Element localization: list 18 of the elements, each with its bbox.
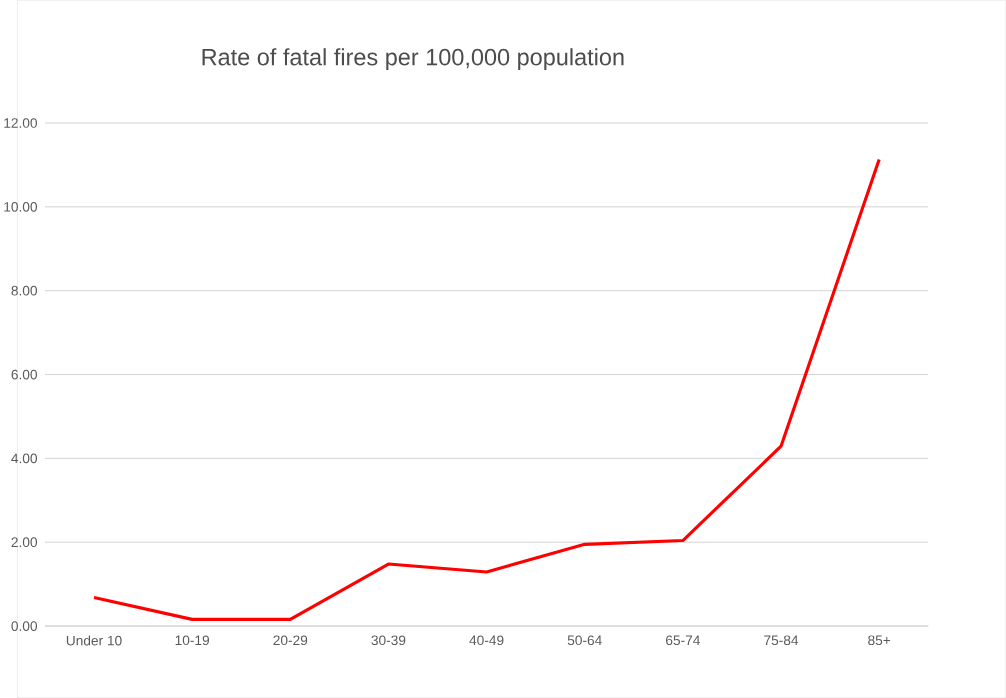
y-tick-label: 6.00 xyxy=(11,369,38,380)
y-tick-label: 2.00 xyxy=(11,537,38,548)
x-tick-label: 10-19 xyxy=(175,635,210,646)
x-tick-label: 75-84 xyxy=(764,635,799,646)
x-tick-label: 20-29 xyxy=(273,635,308,646)
x-tick-label: 85+ xyxy=(868,635,891,646)
y-tick-label: 0.00 xyxy=(11,621,38,631)
y-tick-label: 4.00 xyxy=(11,453,38,464)
line-series xyxy=(92,157,881,621)
y-tick-label: 8.00 xyxy=(11,285,38,296)
x-tick-label: 50-64 xyxy=(567,635,602,646)
y-tick-label: 12.00 xyxy=(4,118,38,128)
x-tick-label: 40-49 xyxy=(469,635,504,646)
x-tick-label: Under 10 xyxy=(66,635,122,646)
y-tick-label: 10.00 xyxy=(4,201,38,212)
x-tick-label: 30-39 xyxy=(371,635,406,646)
x-tick-label: 65-74 xyxy=(666,635,700,646)
chart-title: Rate of fatal fires per 100,000 population xyxy=(202,48,624,71)
